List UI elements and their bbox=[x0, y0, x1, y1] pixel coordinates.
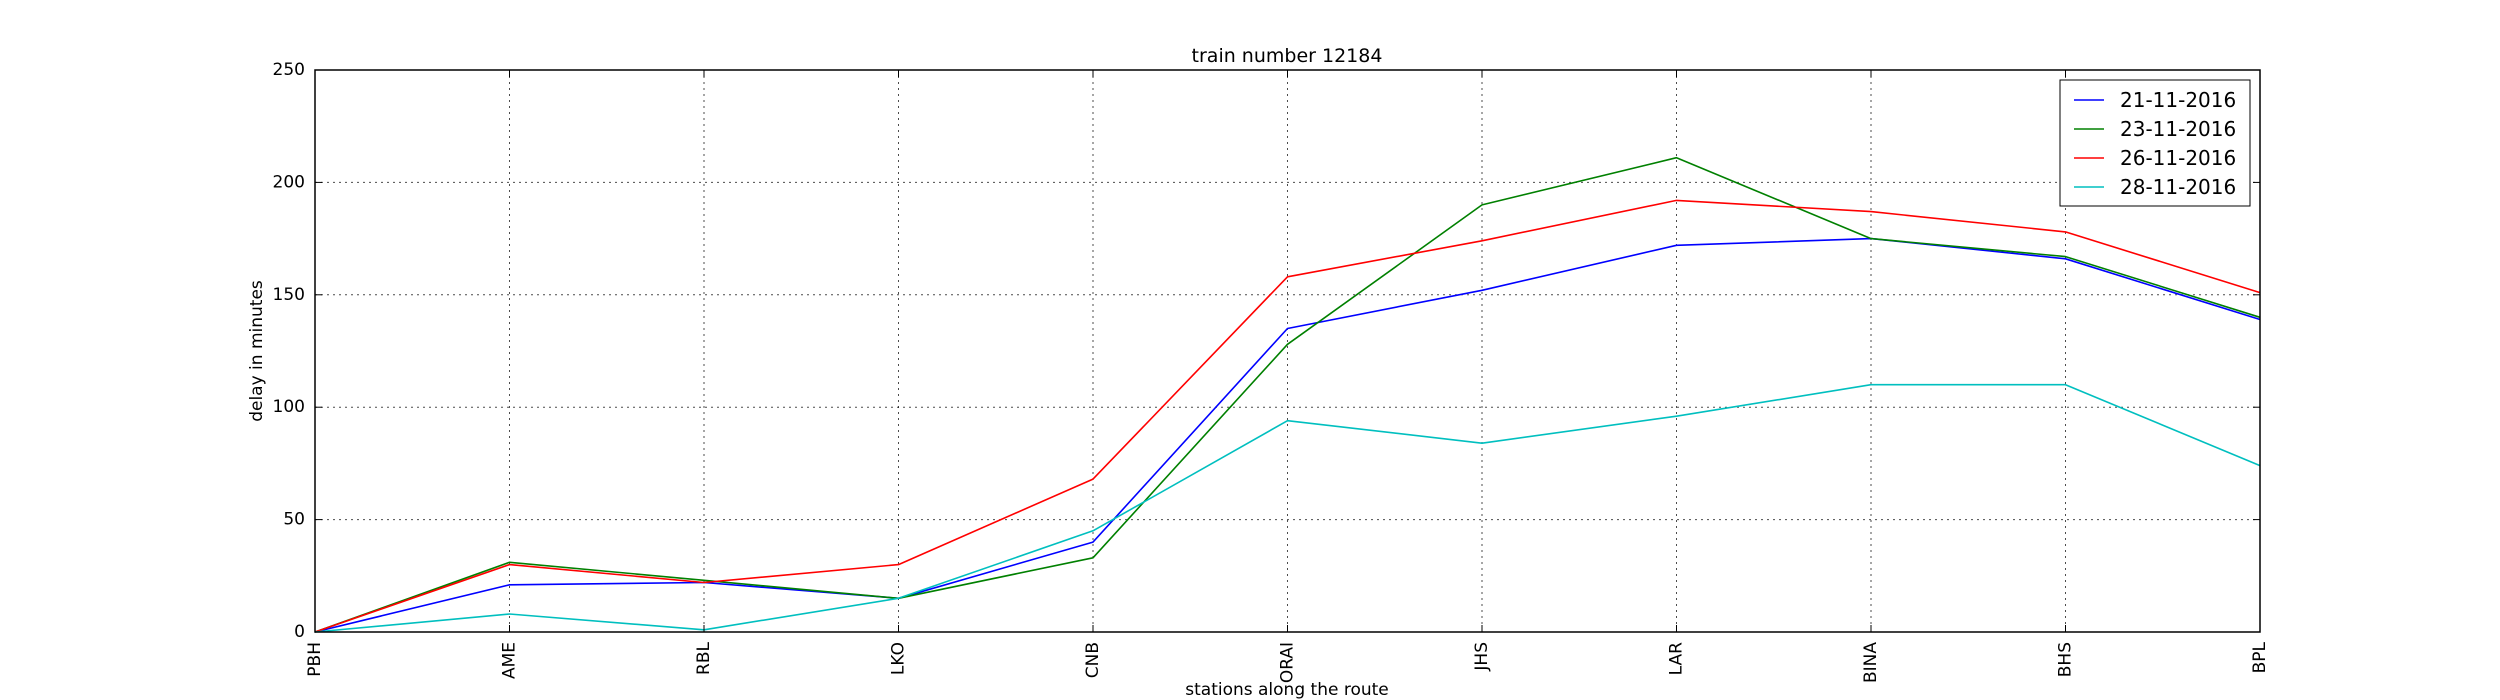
x-tick-label: CNB bbox=[1083, 642, 1103, 678]
legend-entry: 21-11-2016 bbox=[2120, 88, 2236, 112]
x-tick-label: PBH bbox=[305, 642, 325, 677]
y-tick-label: 100 bbox=[273, 397, 305, 417]
x-tick-label: BINA bbox=[1861, 642, 1881, 683]
grid-lines bbox=[315, 70, 2260, 632]
y-tick-label: 150 bbox=[273, 285, 305, 305]
y-tick-label: 200 bbox=[273, 172, 305, 192]
x-tick-label: ORAI bbox=[1278, 642, 1298, 683]
y-tick-label: 250 bbox=[273, 60, 305, 80]
legend-entry: 26-11-2016 bbox=[2120, 146, 2236, 170]
legend-entry: 28-11-2016 bbox=[2120, 175, 2236, 199]
y-axis-label: delay in minutes bbox=[247, 280, 267, 422]
x-tick-label: RBL bbox=[694, 641, 714, 674]
legend-entry: 23-11-2016 bbox=[2120, 117, 2236, 141]
series-lines bbox=[314, 156, 2261, 633]
x-tick-label: BPL bbox=[2250, 641, 2270, 673]
legend-box bbox=[2059, 79, 2251, 207]
chart-title: train number 12184 bbox=[1192, 45, 1383, 67]
x-tick-label: BHS bbox=[2056, 642, 2076, 677]
y-tick-label: 0 bbox=[294, 622, 305, 642]
series-line bbox=[314, 383, 2261, 633]
x-tick-label: AME bbox=[500, 642, 520, 679]
axis-ticks: PBH AME RBL LKO CNB ORAI JHS LAR BINA BHS BPL 0 50 10… bbox=[273, 60, 2270, 683]
legend: 21-11-2016 23-11-2016 26-11-2016 28-11-2016 bbox=[2059, 79, 2251, 207]
x-tick-label: LAR bbox=[1667, 642, 1687, 675]
series-line bbox=[314, 199, 2261, 633]
x-tick-label: JHS bbox=[1472, 642, 1492, 672]
x-tick-label: LKO bbox=[889, 642, 909, 675]
y-tick-label: 50 bbox=[283, 510, 305, 530]
series-line bbox=[314, 156, 2261, 633]
x-axis-label: stations along the route bbox=[1185, 680, 1389, 700]
